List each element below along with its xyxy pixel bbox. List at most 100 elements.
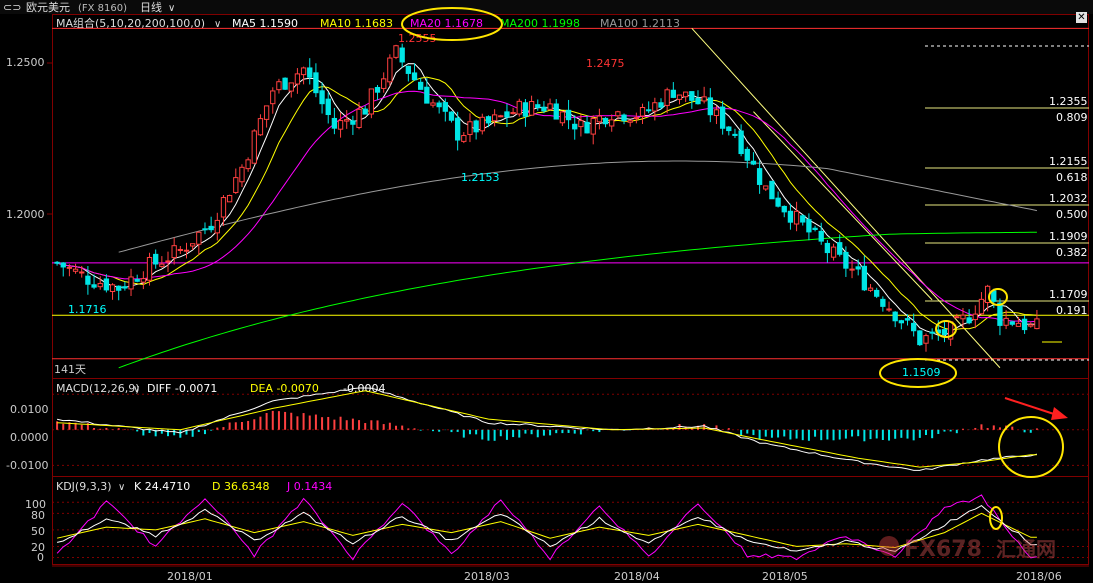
kdj-lines xyxy=(56,494,1037,561)
chevron-down-icon[interactable]: ∨ xyxy=(168,3,175,14)
candle-body xyxy=(454,117,461,141)
candle-body xyxy=(368,88,375,115)
candles xyxy=(54,43,1040,352)
kdj-d-line xyxy=(56,512,1037,549)
annotation-circle xyxy=(935,320,957,338)
candle-body xyxy=(652,102,658,112)
candle-body xyxy=(208,225,214,231)
candle-body xyxy=(300,67,307,76)
fibonacci-price-label: 1.1909 xyxy=(1049,230,1088,243)
candle-body xyxy=(263,105,270,120)
macd-panel: MACD(12,26,9) ∨ DIFF -0.0071 DEA -0.0070… xyxy=(6,382,1089,472)
candle-body xyxy=(307,67,313,78)
candle-body xyxy=(609,119,615,127)
candle-body xyxy=(103,278,110,291)
candle-body xyxy=(892,311,898,322)
candle-body xyxy=(541,106,547,112)
candle-body xyxy=(676,94,683,100)
candle-body xyxy=(658,102,664,108)
candle-body xyxy=(991,290,997,302)
watermark-subtext: 汇通网 xyxy=(996,537,1056,561)
candle-body xyxy=(270,90,276,105)
candle-body xyxy=(374,86,381,93)
ma-indicator-label[interactable]: MA组合(5,10,20,200,100,0) xyxy=(56,16,205,30)
macd-chevron-icon[interactable]: ∨ xyxy=(133,384,140,395)
candle-body xyxy=(485,116,492,124)
candle-body xyxy=(177,248,183,251)
candle-body xyxy=(479,116,485,132)
ma-chevron-icon[interactable]: ∨ xyxy=(214,19,221,30)
candle-body xyxy=(682,91,689,98)
price-label-high: 1.2555 xyxy=(398,32,437,45)
candle-body xyxy=(578,120,584,128)
fibonacci-price-label: 1.2032 xyxy=(1049,192,1088,205)
candle-body xyxy=(128,276,134,290)
candle-body xyxy=(898,320,905,324)
candle-body xyxy=(615,111,621,117)
candle-body xyxy=(528,101,535,116)
macd-dea-value: DEA -0.0070 xyxy=(250,382,319,395)
candle-body xyxy=(886,308,892,311)
fibonacci-ratio-label: 0.191 xyxy=(1056,304,1088,317)
candle-body xyxy=(824,242,831,254)
kdj-j-line xyxy=(56,494,1037,561)
candle-body xyxy=(701,96,707,102)
candle-body xyxy=(917,330,923,346)
trendline xyxy=(691,28,1001,369)
candle-body xyxy=(467,121,473,135)
candle-body xyxy=(134,279,140,282)
macd-indicator-label[interactable]: MACD(12,26,9) xyxy=(56,382,140,395)
ma200-value: MA200 1.1998 xyxy=(500,17,580,30)
annotation-ellipse-low xyxy=(879,358,957,388)
kdj-chevron-icon[interactable]: ∨ xyxy=(118,482,125,493)
x-tick-label: 2018/06 xyxy=(1016,570,1062,583)
candle-body xyxy=(313,72,319,94)
candle-body xyxy=(867,287,874,291)
candle-body xyxy=(251,130,257,164)
candle-body xyxy=(214,219,220,234)
horizontal-lines xyxy=(52,27,1089,361)
annotation-circle-kdj xyxy=(989,506,1003,530)
candle-body xyxy=(220,197,227,218)
price-panel: MA组合(5,10,20,200,100,0) ∨ MA5 1.1590 MA1… xyxy=(6,16,1089,379)
ma20-value: MA20 1.1678 xyxy=(410,17,483,30)
candle-body xyxy=(719,106,726,129)
days-count-label: 141天 xyxy=(54,363,86,376)
candle-body xyxy=(1015,322,1022,327)
candle-body xyxy=(491,114,498,122)
back-icon[interactable]: ⊂⊃ xyxy=(3,1,21,14)
kdj-indicator-label[interactable]: KDJ(9,3,3) xyxy=(56,480,112,493)
candle-body xyxy=(1009,321,1015,325)
fibonacci-price-label: 1.2155 xyxy=(1049,155,1088,168)
candle-body xyxy=(109,284,116,292)
annotation-ellipse-ma20 xyxy=(401,7,503,41)
candle-body xyxy=(664,89,670,106)
fx678-watermark-logo: FX678 汇通网 xyxy=(879,536,1056,562)
candle-body xyxy=(954,316,960,319)
candle-body xyxy=(171,245,177,259)
candle-body xyxy=(941,329,948,335)
candle-body xyxy=(627,120,633,123)
candle-body xyxy=(116,285,122,291)
y-tick-label: 0 xyxy=(37,551,44,564)
candle-body xyxy=(695,98,701,105)
candle-body xyxy=(966,317,972,324)
period-selector[interactable]: 日线 xyxy=(140,0,162,14)
candle-body xyxy=(282,77,288,90)
candle-body xyxy=(547,103,553,110)
ma20-line xyxy=(56,90,1037,323)
candle-body xyxy=(146,256,153,281)
price-label: 1.2475 xyxy=(586,57,625,70)
ma100-line xyxy=(118,160,1038,253)
candle-body xyxy=(91,284,97,288)
y-tick-label: -0.0100 xyxy=(6,459,48,472)
macd-diff-value: DIFF -0.0071 xyxy=(147,382,217,395)
y-tick-label: 50 xyxy=(31,525,45,538)
candle-body xyxy=(1034,318,1040,330)
candle-body xyxy=(849,268,855,271)
candle-body xyxy=(344,119,350,122)
close-icon[interactable]: ✕ xyxy=(1076,12,1087,23)
candle-body xyxy=(1021,318,1028,331)
candle-body xyxy=(72,268,79,272)
candle-body xyxy=(553,103,559,120)
